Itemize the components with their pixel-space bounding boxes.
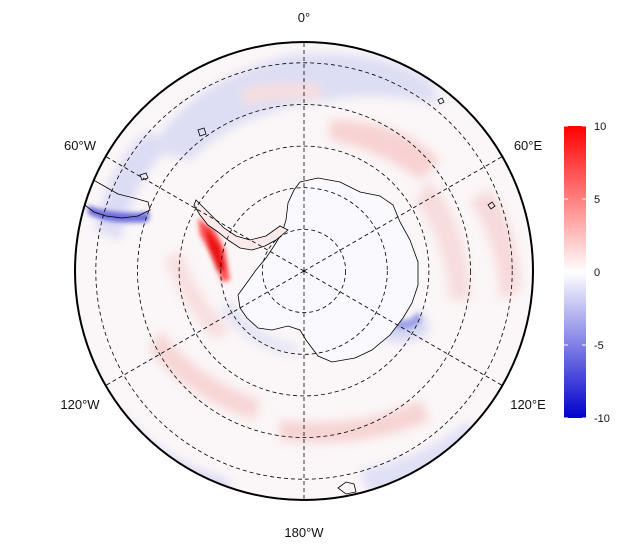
islands [139, 97, 496, 495]
colorbar-tick-label: -5 [594, 340, 604, 352]
lon-label-60e: 60°E [514, 138, 543, 153]
colorbar-ticks: 10 5 0 -5 -10 [564, 121, 610, 425]
colorbar-tick-label: 0 [594, 267, 600, 279]
colorbar-tick-label: 10 [594, 121, 606, 133]
colorbar-gradient [564, 126, 586, 418]
meridian-line [105, 156, 305, 272]
antarctic-peninsula [193, 199, 289, 251]
strong-anomalies [88, 205, 422, 330]
latitude-circle [137, 104, 471, 438]
longitude-labels: 0° 60°W 60°E 120°W 120°E 180°W [60, 10, 546, 540]
meridian-line [303, 270, 503, 386]
colorbar-tick-label: -10 [594, 413, 610, 425]
meridian-line [105, 270, 305, 386]
colorbar: 10 5 0 -5 -10 [564, 121, 610, 425]
latitude-circle [220, 187, 388, 355]
lon-label-0: 0° [298, 10, 310, 25]
map-boundary [74, 41, 534, 501]
colorbar-tick-label: 5 [594, 194, 600, 206]
latitude-circle [261, 228, 346, 313]
graticule [95, 42, 513, 500]
meridian-line [303, 156, 503, 272]
lon-label-180w: 180°W [284, 525, 324, 540]
lon-label-120w: 120°W [60, 397, 100, 412]
latitude-circle [178, 145, 430, 397]
lon-label-120e: 120°E [510, 397, 546, 412]
latitude-circle [95, 62, 513, 480]
lon-label-60w: 60°W [64, 138, 97, 153]
